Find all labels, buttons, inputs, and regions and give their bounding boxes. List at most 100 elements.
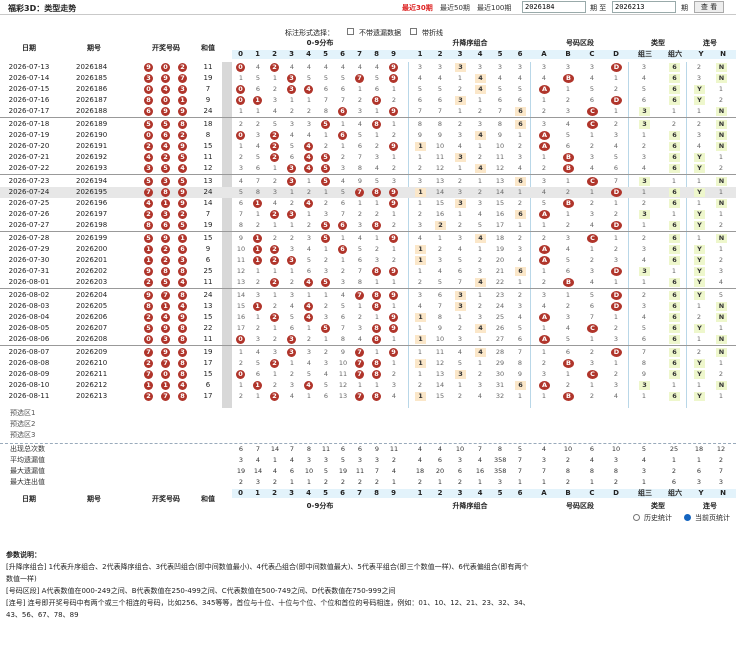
table-row[interactable]: 2026-08-04 2026206 2 4 9 15 16 1 2 5 4 3 6 2 1 9 1 8 1 3 25 4… (0, 312, 736, 323)
table-row[interactable]: 2026-08-01 2026203 2 5 4 11 13 2 2 2 4 5 3 8 1 1 2 5 7 4 22 1… (0, 277, 736, 288)
table-row[interactable]: 2026-07-14 2026185 3 9 7 19 1 5 1 3 5 5 5 7 5 9 4 4 1 4 4 4 4 B… (0, 73, 736, 84)
stat-row: 出现总次数 6 7 14 7 8 11 6 6 9 11 4 4 10 7 8 5 4 10 6 10 5 25 18 12 (0, 444, 736, 455)
type-hit: 3 (639, 120, 650, 129)
preset-2[interactable]: 预选区2 (10, 420, 36, 428)
table-row[interactable]: 2026-07-24 2026195 7 8 9 24 5 8 3 1 2 1 5 7 8 9 1 14 3 2 14 1… (0, 187, 736, 198)
row-sum: 11 (203, 63, 213, 71)
table-row[interactable]: 2026-08-11 2026213 2 7 8 17 2 1 2 4 1 6 13 7 8 4 1 15 2 4 32… (0, 391, 736, 402)
consec-hit: Y (694, 324, 705, 333)
dist-miss: 1 (255, 107, 261, 115)
dist-hit-ball: 9 (389, 199, 398, 208)
draw-ball: 3 (178, 85, 187, 94)
dist-miss: 4 (357, 234, 363, 242)
table-row[interactable]: 2026-07-15 2026186 0 4 3 7 0 6 2 3 4 6 6 1 6 1 5 5 2 4 5 5 A 1 5… (0, 84, 736, 95)
table-row[interactable]: 2026-08-02 2026204 9 7 8 24 14 3 1 3 1 1 4 7 8 9 3 6 3 1 23 2… (0, 290, 736, 301)
draw-ball: 3 (144, 164, 153, 173)
table-row[interactable]: 2026-07-16 2026187 8 0 1 9 0 1 3 1 1 7 7 2 8 2 6 6 3 1 6 6 1 2 6… (0, 95, 736, 106)
to-issue-input[interactable] (612, 1, 676, 13)
preset-1[interactable]: 预选区1 (10, 409, 36, 417)
table-row[interactable]: 2026-08-08 2026210 2 7 8 17 2 5 2 1 4 3 10 7 8 1 1 12 5 1 29… (0, 358, 736, 369)
table-row[interactable]: 2026-07-29 2026200 1 2 6 9 10 1 2 3 4 1 6 5 2 1 1 2 4 1 19 3 A… (0, 244, 736, 255)
dist-miss: 1 (323, 188, 329, 196)
sel-miss: 14 (435, 188, 445, 196)
sel-miss: 1 (517, 392, 523, 400)
sel-hit: 3 (455, 302, 466, 311)
consec-miss: 1 (696, 199, 702, 207)
table-row[interactable]: 2026-08-07 2026209 7 9 3 19 1 4 3 3 3 2 9 7 1 9 1 11 4 4 28 7… (0, 347, 736, 358)
stat-value: 7 (517, 456, 523, 464)
sel-miss: 2 (457, 324, 463, 332)
zone-miss: 1 (589, 245, 595, 253)
polyline-checkbox[interactable] (410, 28, 417, 35)
table-row[interactable]: 2026-07-26 2026197 2 3 2 7 7 1 2 3 1 3 7 2 2 1 2 16 1 4 16 6 A… (0, 209, 736, 220)
preset-3[interactable]: 预选区3 (10, 431, 36, 439)
zone-miss: 1 (613, 74, 619, 82)
sel-miss: 3 (437, 63, 443, 71)
table-row[interactable]: 2026-07-27 2026198 8 6 5 19 8 2 1 1 2 5 6 3 8 2 3 2 2 5 17 1 1… (0, 220, 736, 231)
consec-hit: Y (694, 221, 705, 230)
draw-ball: 4 (178, 278, 187, 287)
table-row[interactable]: 2026-07-30 2026201 1 2 3 6 11 1 2 3 5 2 1 6 3 2 1 3 5 2 20 4 A… (0, 255, 736, 266)
table-row[interactable]: 2026-07-22 2026193 3 5 4 12 3 6 1 3 4 5 3 8 4 2 2 12 1 4 12 4… (0, 163, 736, 174)
table-row[interactable]: 2026-07-28 2026199 5 9 1 15 9 1 2 2 3 5 1 4 1 9 4 1 3 4 18 2 2… (0, 233, 736, 244)
block-separator (0, 117, 736, 118)
query-button[interactable]: 查 看 (694, 1, 724, 13)
dist-miss: 4 (289, 302, 295, 310)
type-hit: 6 (669, 234, 680, 243)
issue-header[interactable]: 期号 (87, 44, 101, 52)
table-row[interactable]: 2026-08-10 2026212 1 1 4 6 1 1 2 3 4 5 12 1 1 3 2 14 1 3 31 6… (0, 380, 736, 391)
zone-miss: 1 (565, 85, 571, 93)
type-miss: 4 (641, 164, 647, 172)
table-row[interactable]: 2026-07-19 2026190 0 6 2 8 0 3 2 4 4 1 6 5 1 2 9 9 3 4 9 1 A 5 1… (0, 130, 736, 141)
stat-value: 2 (357, 478, 363, 486)
dist-miss: 2 (272, 302, 278, 310)
stat-value: 1 (477, 478, 483, 486)
sel-hit: 4 (475, 74, 486, 83)
no-miss-checkbox[interactable] (347, 28, 354, 35)
table-row[interactable]: 2026-07-20 2026191 2 4 9 15 1 4 2 5 4 2 1 6 2 9 1 10 4 1 10 2… (0, 141, 736, 152)
zone-miss: 7 (613, 177, 619, 185)
sel-hit: 4 (475, 131, 486, 140)
to-label: 期 至 (590, 4, 607, 12)
sel-miss: 3 (517, 302, 523, 310)
consec-miss: 4 (718, 278, 724, 286)
hdr-zone-A: A (541, 50, 547, 58)
table-row[interactable]: 2026-07-17 2026188 6 9 9 24 1 1 4 2 2 8 6 3 1 9 7 7 1 2 7 6 2 3… (0, 106, 736, 117)
dist-miss: 4 (272, 107, 278, 115)
table-row[interactable]: 2026-08-05 2026207 5 9 8 22 17 2 1 6 1 5 7 3 8 9 1 9 2 4 26 5… (0, 323, 736, 334)
dist-hit-ball: 5 (321, 164, 330, 173)
group-divider (408, 62, 409, 408)
hdr-dist-9: 9 (391, 50, 396, 58)
consec-hit: Y (694, 96, 705, 105)
table-row[interactable]: 2026-08-03 2026205 8 1 4 13 15 1 2 4 4 2 5 1 8 1 4 7 3 2 24 3… (0, 301, 736, 312)
stat-value: 4 (391, 467, 397, 475)
link-recent-100[interactable]: 最近100期 (477, 4, 512, 12)
table-row[interactable]: 2026-07-21 2026192 4 2 5 11 2 5 2 6 4 5 2 7 3 1 1 11 3 2 11 3… (0, 152, 736, 163)
table-row[interactable]: 2026-07-23 2026194 5 3 5 13 4 7 2 3 1 5 4 9 5 3 3 13 2 1 13 6… (0, 176, 736, 187)
link-recent-30[interactable]: 最近30期 (402, 4, 433, 12)
dist-hit-ball: 8 (372, 370, 381, 379)
table-row[interactable]: 2026-07-31 2026202 9 8 8 25 12 1 1 1 6 3 2 7 8 9 1 4 6 3 21 6… (0, 266, 736, 277)
table-row[interactable]: 2026-07-13 2026184 9 0 2 11 0 4 2 4 4 4 4 4 4 9 3 3 3 3 3 3 3 3… (0, 62, 736, 73)
cur-stat-radio[interactable] (684, 514, 691, 521)
table-row[interactable]: 2026-08-06 2026208 0 3 8 11 0 3 2 3 2 1 8 4 8 1 1 10 3 1 27 6… (0, 334, 736, 345)
hist-stat-radio[interactable] (633, 514, 640, 521)
table-row[interactable]: 2026-08-09 2026211 7 0 8 15 0 6 1 2 5 4 11 7 8 2 1 13 3 2 30… (0, 369, 736, 380)
table-row[interactable]: 2026-07-25 2026196 4 1 9 14 6 1 4 2 4 2 6 1 1 9 1 15 3 3 15 2… (0, 198, 736, 209)
dist-hit-ball: 5 (321, 177, 330, 186)
from-issue-input[interactable] (522, 1, 586, 13)
date-header[interactable]: 日期 (22, 44, 36, 52)
zone-miss: 2 (565, 188, 571, 196)
type-miss: 1 (641, 131, 647, 139)
type-group-title: 类型 (651, 39, 665, 47)
link-recent-50[interactable]: 最近50期 (440, 4, 470, 12)
sel-miss: 29 (495, 359, 505, 367)
table-row[interactable]: 2026-07-18 2026189 5 5 8 18 2 2 5 3 3 5 1 4 8 1 8 8 2 3 8 6 3 4… (0, 119, 736, 130)
draw-ball: 8 (178, 392, 187, 401)
consec-hit: Y (694, 188, 705, 197)
dist-hit-ball: 0 (236, 85, 245, 94)
dist-miss: 5 (357, 131, 363, 139)
dist-miss: 3 (323, 359, 329, 367)
dist-miss: 5 (255, 359, 261, 367)
type-miss: 1 (641, 188, 647, 196)
